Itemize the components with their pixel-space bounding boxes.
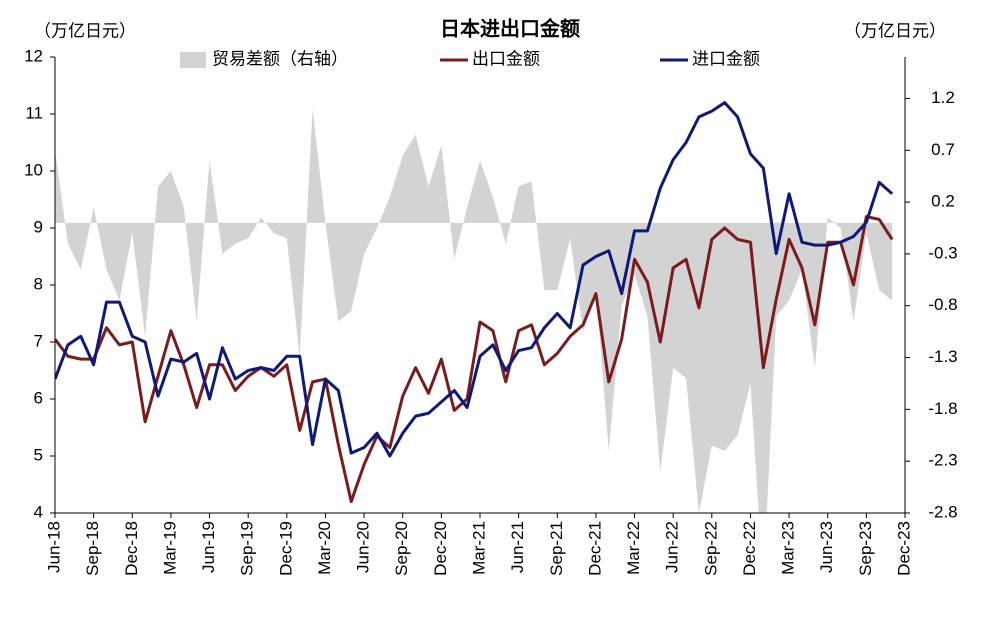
y-tick-label: 11 <box>25 103 43 122</box>
y2-tick-label: 1.2 <box>931 88 955 107</box>
x-tick-label: Dec-21 <box>585 521 604 576</box>
x-tick-label: Dec-20 <box>431 521 450 576</box>
legend-swatch <box>180 52 206 68</box>
y-tick-label: 4 <box>34 502 43 521</box>
x-tick-label: Mar-19 <box>160 521 179 575</box>
y2-tick-label: -2.8 <box>928 502 957 521</box>
y-tick-label: 8 <box>34 274 43 293</box>
chart-title: 日本进出口金额 <box>440 16 580 40</box>
x-tick-label: Jun-21 <box>508 521 527 573</box>
y2-axis-unit: （万亿日元） <box>844 21 946 40</box>
x-tick-label: Sep-23 <box>856 521 875 576</box>
legend-label: 出口金额 <box>472 49 540 68</box>
y2-tick-label: 0.7 <box>931 140 955 159</box>
x-tick-label: Dec-22 <box>740 521 759 576</box>
y2-tick-label: -1.3 <box>928 347 957 366</box>
legend-label: 进口金额 <box>692 49 760 68</box>
y-tick-label: 12 <box>24 46 43 65</box>
series-line <box>55 101 894 458</box>
y-tick-label: 6 <box>34 388 43 407</box>
x-tick-label: Mar-21 <box>469 521 488 575</box>
balance-area <box>55 108 893 513</box>
y-tick-label: 10 <box>24 160 43 179</box>
x-tick-label: Jun-19 <box>199 521 218 573</box>
x-tick-label: Dec-18 <box>122 521 141 576</box>
series-line <box>55 215 894 504</box>
plot-area <box>55 101 894 513</box>
y-tick-label: 7 <box>34 331 43 350</box>
x-tick-label: Mar-20 <box>315 521 334 575</box>
x-tick-label: Jun-22 <box>663 521 682 573</box>
y2-tick-label: -0.3 <box>928 243 957 262</box>
x-tick-label: Mar-23 <box>779 521 798 575</box>
y2-tick-label: 0.2 <box>931 192 955 211</box>
x-tick-label: Jun-20 <box>354 521 373 573</box>
y-tick-label: 9 <box>34 217 43 236</box>
x-tick-label: Jun-23 <box>817 521 836 573</box>
x-tick-label: Jun-18 <box>44 521 63 573</box>
x-tick-label: Sep-21 <box>547 521 566 576</box>
y2-tick-label: -2.3 <box>928 451 957 470</box>
legend-label: 贸易差额（右轴） <box>212 49 348 68</box>
x-tick-label: Dec-23 <box>894 521 913 576</box>
y2-tick-label: -1.8 <box>928 399 957 418</box>
x-tick-label: Sep-18 <box>83 521 102 576</box>
y-axis-unit: （万亿日元） <box>34 21 136 40</box>
x-tick-label: Sep-22 <box>701 521 720 576</box>
y2-tick-label: -0.8 <box>928 295 957 314</box>
y-tick-label: 5 <box>34 445 43 464</box>
x-tick-label: Sep-20 <box>392 521 411 576</box>
x-tick-label: Sep-19 <box>238 521 257 576</box>
x-tick-label: Mar-22 <box>624 521 643 575</box>
x-tick-label: Dec-19 <box>276 521 295 576</box>
